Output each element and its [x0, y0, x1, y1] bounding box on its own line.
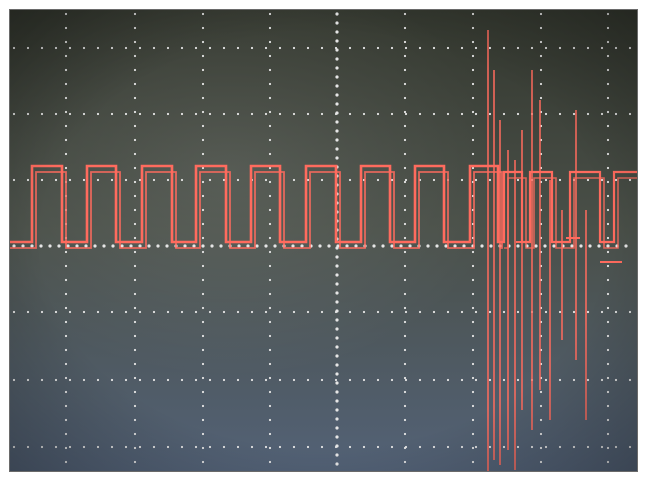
screen-vignette: [10, 10, 637, 471]
oscilloscope-photo: [9, 9, 638, 472]
scope-screen: [10, 10, 637, 471]
